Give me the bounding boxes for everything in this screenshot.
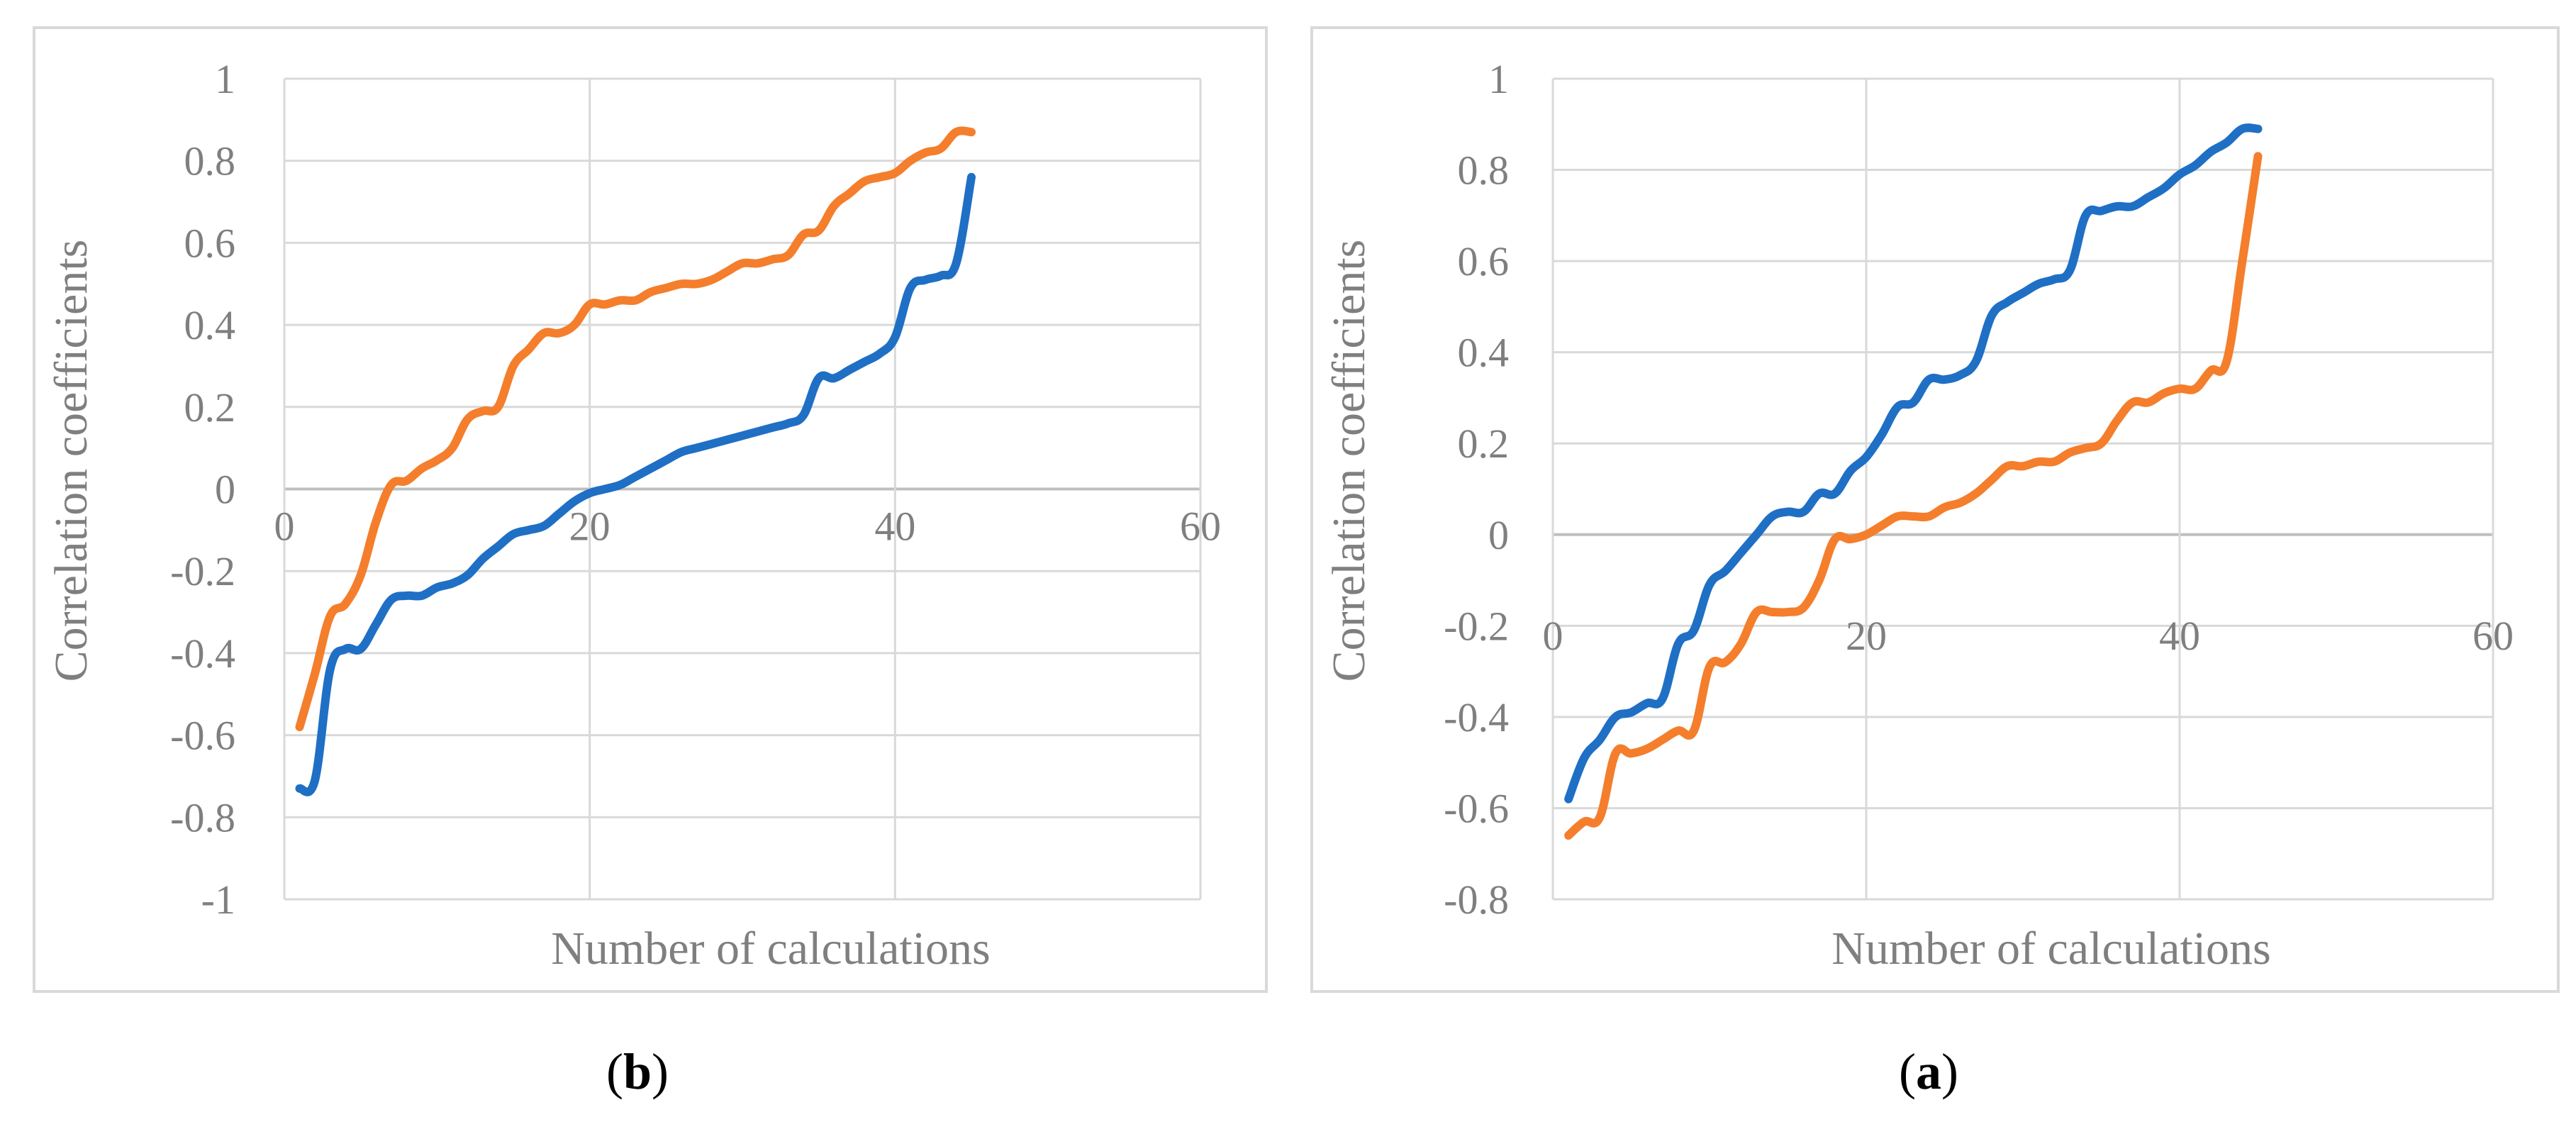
chart-b-x-axis-title: Number of calculations (551, 923, 990, 974)
chart-b-y-tick-label: -0.8 (170, 794, 235, 840)
chart-a-y-tick-label: 1 (1488, 56, 1509, 102)
chart-a-y-tick-label: 0.8 (1458, 148, 1510, 194)
chart-b-series-blue-line (295, 172, 976, 796)
chart-b-y-tick-label: -0.6 (170, 713, 235, 759)
chart-b-x-tick-label: 0 (274, 504, 295, 550)
chart-b-x-tick-label: 60 (1180, 504, 1221, 550)
chart-b-x-tick-label: 40 (874, 504, 915, 550)
chart-a-y-tick-label: 0.6 (1458, 238, 1510, 284)
chart-a-x-tick-label: 0 (1543, 613, 1563, 659)
chart-a-x-axis-title: Number of calculations (1831, 923, 2270, 974)
chart-a-y-tick-label: 0 (1488, 512, 1509, 558)
chart-b-y-axis-title: Correlation coefficients (45, 240, 97, 682)
chart-b-y-tick-label: -0.4 (170, 631, 235, 677)
chart-a-y-tick-label: -0.4 (1444, 694, 1509, 740)
chart-b-y-tick-label: 0.6 (184, 220, 236, 266)
caption-a: (a) (1899, 1043, 1958, 1100)
chart-b-x-tick-label: 20 (569, 504, 610, 550)
chart-a-y-tick-label: -0.8 (1444, 877, 1509, 923)
chart-b-y-tick-label: -1 (201, 877, 235, 923)
chart-a-y-tick-label: -0.2 (1444, 603, 1509, 649)
caption-b: (b) (606, 1043, 669, 1100)
chart-a-x-tick-label: 40 (2159, 613, 2200, 659)
chart-a-series-blue-line (1564, 123, 2263, 804)
chart-b-y-tick-label: 0 (215, 467, 235, 513)
chart-b-y-tick-label: 1 (215, 56, 235, 102)
chart-panel-b: 1 0.8 0.6 0.4 0.2 0 -0.2 -0.4 -0.6 -0.8 -1 0 20 40 60 N… (33, 26, 1268, 993)
chart-b-svg: 1 0.8 0.6 0.4 0.2 0 -0.2 -0.4 -0.6 -0.8 -1 0 20 40 60 N… (45, 56, 1221, 974)
chart-panel-a: 1 0.8 0.6 0.4 0.2 0 -0.2 -0.4 -0.6 -0.8 0 20 40 60 Num… (1310, 26, 2560, 993)
chart-b-y-tick-label: -0.2 (170, 548, 235, 594)
chart-a-svg: 1 0.8 0.6 0.4 0.2 0 -0.2 -0.4 -0.6 -0.8 0 20 40 60 Num… (1323, 56, 2514, 974)
chart-a-y-tick-label: 0.2 (1458, 421, 1510, 467)
chart-a-x-tick-label: 20 (1846, 613, 1887, 659)
chart-b-y-tick-label: 0.2 (184, 384, 236, 431)
chart-a-y-axis-title: Correlation coefficients (1323, 240, 1375, 682)
chart-a-series-orange-line (1564, 152, 2263, 840)
chart-a-y-tick-label: 0.4 (1458, 330, 1510, 376)
chart-a-y-tick-label: -0.6 (1444, 785, 1509, 831)
chart-b-y-tick-label: 0.4 (184, 302, 236, 348)
chart-b-series-orange-line (295, 126, 976, 731)
chart-a-x-tick-label: 60 (2472, 613, 2514, 659)
chart-b-y-tick-label: 0.8 (184, 138, 236, 184)
